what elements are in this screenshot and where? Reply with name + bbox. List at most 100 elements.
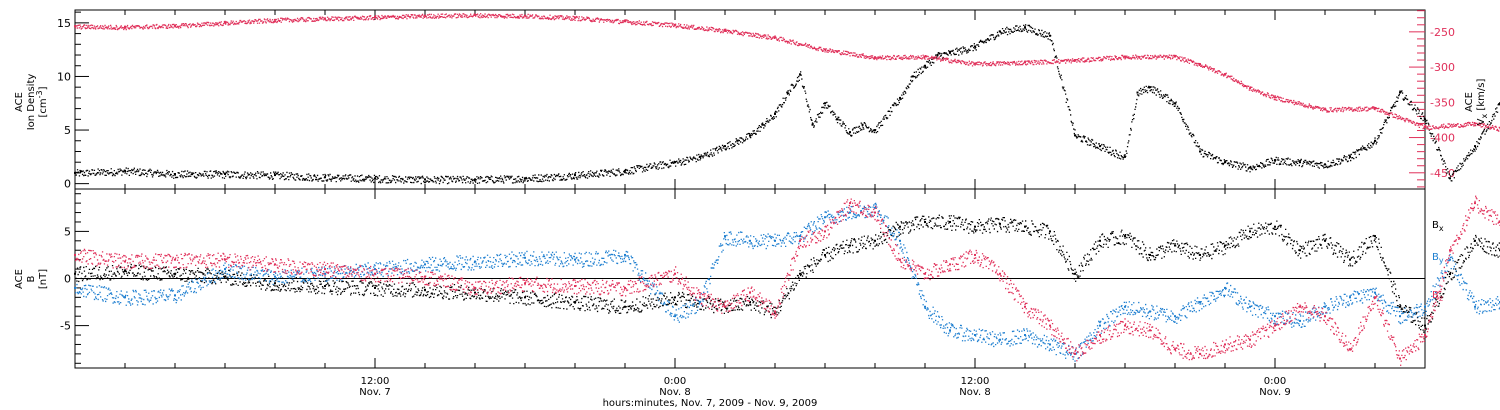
b-series-y-point: [1174, 315, 1176, 318]
density-series-point: [899, 96, 901, 99]
b-series-y-point: [524, 256, 526, 259]
legend-b-label: B: [1432, 252, 1439, 263]
density-series-point: [474, 178, 476, 181]
legend-item-by: By: [1432, 252, 1444, 265]
b-series-x-point: [1299, 249, 1301, 252]
y2-label-sub: x: [1480, 113, 1489, 118]
b-series-x-point: [1149, 253, 1151, 256]
x-tick-label-date: Nov. 8: [659, 387, 690, 398]
vx-series-point: [224, 21, 226, 24]
b-series-x-point: [799, 272, 801, 275]
y-tick-label: -5: [60, 320, 71, 333]
b-series-x-point: [1249, 230, 1251, 233]
top-panel-frame: [74, 9, 1426, 190]
b-series-x-point: [824, 253, 826, 256]
b-series-y-point: [74, 286, 76, 289]
b-series-y-point: [1324, 305, 1326, 308]
b-series-z-point: [1224, 343, 1226, 346]
y2-tick-label: -400: [1430, 132, 1455, 145]
y-tick-label: 15: [57, 17, 71, 30]
density-series-point: [1136, 91, 1139, 94]
b-series-z-point: [124, 260, 126, 263]
vx-series-point: [724, 29, 726, 32]
b-series-z-point: [1249, 338, 1251, 341]
b-series-x-point: [899, 225, 901, 228]
b-series-y-point: [274, 275, 276, 278]
b-series-z-point: [849, 202, 851, 205]
b-series-z-point: [174, 258, 176, 261]
b-series-z-point: [774, 310, 776, 313]
b-label-b: B: [26, 275, 37, 282]
density-series-point: [524, 177, 526, 180]
y2-tick-label: -450: [1430, 167, 1455, 180]
b-series-y-point: [799, 235, 801, 238]
y2-tick-label: -250: [1430, 26, 1455, 39]
b-series-y-point: [1249, 305, 1251, 308]
b-series-y-point: [1424, 305, 1426, 308]
b-series-y-point: [949, 329, 951, 332]
b-series-y: [74, 202, 1500, 362]
legend-b-subscript: z: [1439, 294, 1443, 303]
b-series-x-point: [274, 282, 276, 285]
b-series-z-point: [274, 263, 276, 266]
b-series-x-point: [949, 220, 951, 223]
legend-item-bz: Bz: [1432, 290, 1443, 303]
x-tick-label-date: Nov. 9: [1259, 387, 1290, 398]
b-series-y-point: [1349, 296, 1351, 299]
density-series-point: [799, 73, 801, 76]
b-series-x-point: [849, 244, 851, 247]
vx-series-point: [1274, 96, 1276, 99]
legend-b-label: B: [1432, 290, 1439, 301]
b-series-z-point: [1024, 305, 1026, 308]
b-series-x-point: [999, 222, 1001, 225]
b-series-y-point: [624, 253, 626, 256]
y2-label-v: V: [1476, 118, 1487, 125]
density-series-point: [836, 118, 839, 121]
b-label-ace: ACE: [14, 269, 25, 289]
y-tick-label: 5: [64, 124, 71, 137]
x-tick-label-date: Nov. 7: [359, 387, 390, 398]
y2-tick-label: -300: [1430, 61, 1455, 74]
x-tick-label-time: 0:00: [1264, 376, 1286, 387]
y2-label-vx: Vx [km/s]: [1476, 79, 1489, 126]
b-series-x-point: [424, 288, 426, 291]
density-series: [74, 24, 1500, 185]
b-series-z-point: [724, 305, 726, 308]
x-tick-label-time: 12:00: [961, 376, 990, 387]
b-series-y-point: [574, 258, 576, 261]
b-series-y-point: [724, 235, 726, 238]
y-label-ace: ACE: [14, 92, 25, 112]
b-series-y-dots: [75, 202, 1500, 362]
b-series-z-point: [699, 296, 701, 299]
b-series-z-dots: [75, 195, 1500, 366]
b-series-z-point: [749, 291, 751, 294]
b-series-z-point: [324, 268, 326, 271]
density-series-point: [574, 174, 576, 177]
vx-series-dots: [75, 13, 1500, 132]
y-label-units: [cm-3]: [35, 86, 49, 117]
b-series-y-point: [999, 338, 1001, 341]
b-series-z-point: [574, 285, 576, 288]
y-tick-label: 0: [64, 273, 71, 286]
b-series-x-point: [74, 272, 76, 275]
b-series-z-point: [1424, 334, 1426, 337]
b-series-y-point: [699, 301, 701, 304]
b-series-x-dots: [75, 214, 1500, 333]
vx-series-point: [74, 25, 76, 28]
b-series-x-point: [1224, 244, 1226, 247]
b-series-x-point: [1324, 239, 1326, 242]
density-series-point: [1149, 86, 1151, 89]
b-series-z: [74, 195, 1500, 366]
density-series-point: [1299, 161, 1301, 164]
b-series-x-point: [324, 285, 326, 288]
b-series-z-point: [974, 253, 976, 256]
x-tick-label-time: 12:00: [361, 376, 390, 387]
b-series-y-point: [1199, 301, 1201, 304]
density-series-point: [949, 51, 951, 54]
b-series-x-point: [674, 296, 676, 299]
b-series-y-point: [1399, 315, 1401, 318]
